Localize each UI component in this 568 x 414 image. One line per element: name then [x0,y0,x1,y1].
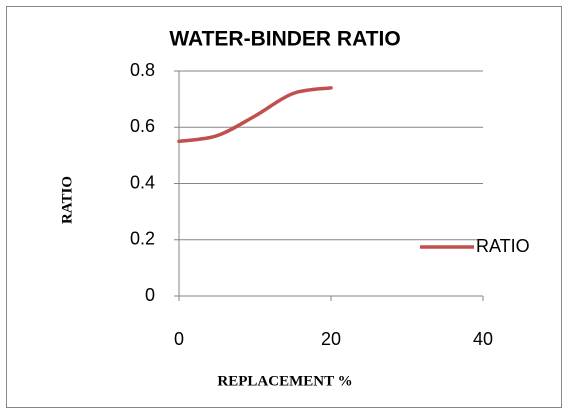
x-axis-label: REPLACEMENT % [217,373,352,389]
data-line [177,86,333,144]
chart-border [6,6,562,408]
y-tick-label: 0.2 [130,229,155,249]
y-axis-label: RATIO [59,176,75,224]
x-tick-label: 40 [473,329,493,349]
x-tick-label: 0 [174,329,184,349]
y-tick-label: 0.8 [130,60,155,80]
x-tick-label: 20 [321,329,341,349]
y-tick-label: 0.4 [130,172,155,192]
legend-label: RATIO [476,236,530,256]
y-tick-label: 0 [145,285,155,305]
y-tick-label: 0.6 [130,116,155,136]
chart-title: WATER-BINDER RATIO [169,28,400,51]
